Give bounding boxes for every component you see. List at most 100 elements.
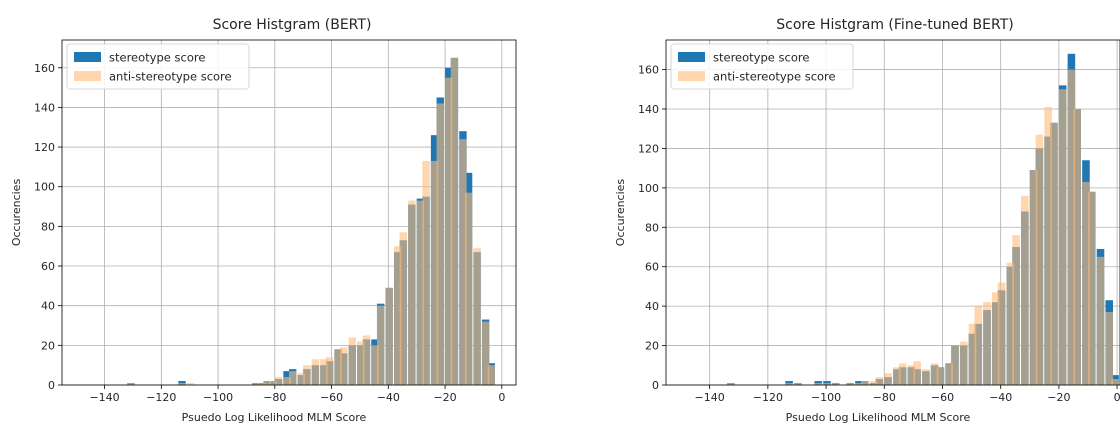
histogram-bar-anti-stereotype xyxy=(991,292,1000,385)
histogram-bar-anti-stereotype xyxy=(178,383,186,385)
histogram-bar-anti-stereotype xyxy=(922,369,930,385)
histogram-bar-anti-stereotype xyxy=(376,305,385,385)
histogram-bar-anti-stereotype xyxy=(362,335,371,385)
histogram-bar-anti-stereotype xyxy=(898,363,907,385)
histogram-bar-anti-stereotype xyxy=(450,57,459,386)
legend: stereotype score anti-stereotype score xyxy=(66,43,250,90)
legend: stereotype score anti-stereotype score xyxy=(670,43,854,90)
histogram-bar-anti-stereotype xyxy=(464,192,473,385)
y-tick-label: 100 xyxy=(34,181,55,194)
x-tick-label: −100 xyxy=(203,391,233,404)
histogram-bar-anti-stereotype xyxy=(399,232,408,385)
y-tick-label: 100 xyxy=(638,182,659,195)
histogram-bar-anti-stereotype xyxy=(875,377,884,385)
histogram-bar-anti-stereotype xyxy=(951,345,959,385)
histogram-bar-anti-stereotype xyxy=(1058,89,1067,386)
histogram-bar-anti-stereotype xyxy=(186,383,195,385)
histogram-bar-anti-stereotype xyxy=(348,337,356,385)
histogram-bar-anti-stereotype xyxy=(127,383,135,385)
histogram-bar-anti-stereotype xyxy=(357,341,365,385)
histogram-bar-anti-stereotype xyxy=(945,363,953,385)
y-axis-label: Occurencies xyxy=(10,179,23,247)
y-tick-label: 80 xyxy=(645,221,659,234)
y-tick-label: 60 xyxy=(41,260,55,273)
legend-swatch xyxy=(74,71,101,81)
histogram-bar-anti-stereotype xyxy=(297,373,305,385)
histogram-bar-anti-stereotype xyxy=(422,160,430,385)
histogram-bar-anti-stereotype xyxy=(968,323,977,385)
histogram-bar-anti-stereotype xyxy=(893,367,901,385)
y-tick-label: 140 xyxy=(638,103,659,116)
histogram-bar-anti-stereotype xyxy=(997,282,1006,385)
y-tick-label: 20 xyxy=(645,340,659,353)
histogram-bar-anti-stereotype xyxy=(1082,181,1090,385)
chart-panel-1: −140 −120 −100 −80 −60 −40 −20 0 0 20 40 60 80 100 120… xyxy=(10,17,517,424)
histogram-bar-anti-stereotype xyxy=(794,383,802,385)
plot-frame xyxy=(665,39,1120,386)
histogram-bar-anti-stereotype xyxy=(430,160,439,385)
histogram-bar-anti-stereotype xyxy=(436,103,444,385)
x-tick-label: −40 xyxy=(989,391,1012,404)
histogram-bar-anti-stereotype xyxy=(1021,195,1029,385)
histogram-bar-anti-stereotype xyxy=(371,345,379,385)
histogram-bar-anti-stereotype xyxy=(1096,256,1105,385)
histogram-bar-anti-stereotype xyxy=(334,349,342,385)
y-tick-label: 120 xyxy=(34,141,55,154)
legend-swatch xyxy=(678,71,705,81)
x-tick-label: −20 xyxy=(433,391,456,404)
histogram-bar-anti-stereotype xyxy=(257,383,266,385)
histogram-bar-anti-stereotype xyxy=(814,383,822,385)
y-tick-label: 120 xyxy=(638,142,659,155)
histogram-bar-anti-stereotype xyxy=(913,361,921,385)
legend-box xyxy=(670,43,854,90)
histogram-bar-anti-stereotype xyxy=(1029,170,1038,385)
chart-title: Score Histgram (BERT) xyxy=(213,17,372,33)
histogram-bar-anti-stereotype xyxy=(1087,191,1096,385)
histogram-bar-anti-stereotype xyxy=(481,321,490,385)
histogram-bar-anti-stereotype xyxy=(1073,109,1082,385)
histogram-bar-anti-stereotype xyxy=(473,248,481,385)
x-tick-label: −60 xyxy=(931,391,954,404)
histogram-bar-anti-stereotype xyxy=(1050,122,1058,386)
histogram-bar-anti-stereotype xyxy=(274,377,283,385)
histogram-bar-anti-stereotype xyxy=(263,381,271,385)
histogram-bar-anti-stereotype xyxy=(385,287,393,385)
histogram-bar-anti-stereotype xyxy=(846,383,855,385)
legend-label: anti-stereotype score xyxy=(713,70,836,84)
x-tick-label: −20 xyxy=(1047,391,1070,404)
y-tick-label: 160 xyxy=(34,62,55,75)
legend-label: stereotype score xyxy=(713,51,809,65)
histogram-bar-anti-stereotype xyxy=(445,77,453,385)
histogram-bar-anti-stereotype xyxy=(1105,312,1114,385)
histogram-bar-anti-stereotype xyxy=(983,302,991,385)
legend-box xyxy=(66,43,250,90)
y-tick-label: 40 xyxy=(41,300,55,313)
plot-frame xyxy=(61,39,517,386)
y-tick-label: 0 xyxy=(652,379,659,392)
y-tick-label: 0 xyxy=(48,379,55,392)
histogram-bar-anti-stereotype xyxy=(727,383,735,385)
histogram-bar-anti-stereotype xyxy=(393,246,402,385)
histogram-bar-anti-stereotype xyxy=(785,383,793,385)
x-axis-label: Psuedo Log Likelihood MLM Score xyxy=(786,411,971,424)
histogram-bar-anti-stereotype xyxy=(823,383,831,385)
x-tick-label: −40 xyxy=(377,391,400,404)
legend-label: anti-stereotype score xyxy=(109,70,232,84)
y-tick-label: 20 xyxy=(41,339,55,352)
histogram-bar-anti-stereotype xyxy=(408,200,416,385)
x-tick-label: −140 xyxy=(695,391,725,404)
histogram-bar-anti-stereotype xyxy=(884,373,892,385)
histogram-bar-anti-stereotype xyxy=(869,381,878,385)
histogram-bar-anti-stereotype xyxy=(930,363,939,385)
y-tick-label: 40 xyxy=(645,300,659,313)
histogram-bar-anti-stereotype xyxy=(283,377,291,385)
y-axis-label: Occurencies xyxy=(614,179,627,247)
histogram-bar-anti-stereotype xyxy=(340,347,348,385)
x-tick-label: 0 xyxy=(1114,391,1120,404)
x-axis-label: Psuedo Log Likelihood MLM Score xyxy=(182,411,367,424)
legend-swatch xyxy=(74,52,101,62)
histogram-bar-anti-stereotype xyxy=(1012,235,1020,385)
legend-swatch xyxy=(678,52,705,62)
x-tick-label: 0 xyxy=(498,391,505,404)
histogram-bar-anti-stereotype xyxy=(303,365,311,385)
